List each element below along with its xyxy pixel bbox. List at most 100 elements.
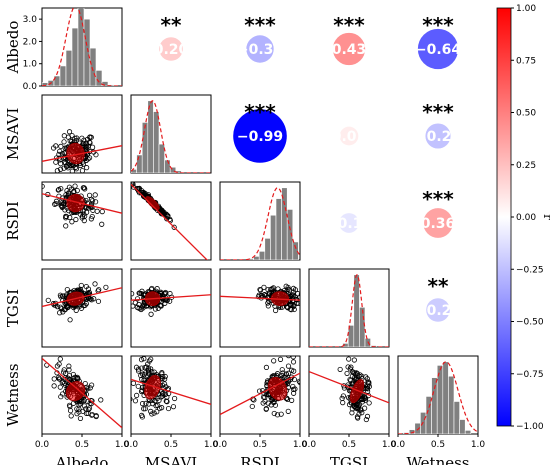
hist-bar <box>264 238 271 260</box>
scatter-point <box>57 356 63 362</box>
scatter-point <box>284 351 288 355</box>
scatter-point <box>99 221 105 227</box>
regression-line <box>309 370 389 404</box>
panel-rsdi-albedo: RSDI <box>4 181 123 261</box>
scatter-rsdi-vs-msavi <box>131 182 209 260</box>
significance-stars-3-4: ** <box>428 274 449 298</box>
scatter-point <box>299 303 300 307</box>
panel-wetness-msavi: 0.0 0.5 1.0 MSAVI <box>124 355 218 465</box>
histogram-rsdi <box>220 187 300 260</box>
hist-bar <box>286 209 294 260</box>
scatter-point <box>78 305 85 311</box>
y-tick-label: 2.0 <box>23 37 38 47</box>
x-tick-label: 0.5 <box>342 440 356 450</box>
scatter-point <box>87 385 93 391</box>
scatter-point <box>57 384 63 390</box>
scatter-point <box>67 214 73 221</box>
scatter-point <box>89 144 96 150</box>
scatter-point <box>64 286 70 293</box>
panel-tgsi-wetness: −0.20 ** <box>415 274 461 322</box>
scatter-point <box>291 368 297 374</box>
scatter-point <box>290 289 297 295</box>
scatter-point <box>145 367 151 373</box>
scatter-point <box>131 182 134 189</box>
scatter-point <box>58 200 64 206</box>
hist-bar <box>136 154 143 173</box>
scatter-point <box>87 134 93 140</box>
scatter-point <box>280 370 286 376</box>
corr-value-1-2: −0.99 <box>237 129 283 145</box>
corr-value-0-3: 0.43 <box>332 42 367 58</box>
scatter-point <box>83 204 89 210</box>
scatter-point <box>355 404 361 411</box>
x-tick-label: 0.0 <box>124 440 139 450</box>
scatter-point <box>87 192 93 198</box>
corr-circle-1-2 <box>233 109 287 163</box>
scatter-point <box>59 305 65 312</box>
scatter-point <box>131 380 137 386</box>
hist-bar <box>164 159 171 173</box>
scatter-point <box>91 296 97 302</box>
scatter-point <box>256 388 263 394</box>
scatter-point <box>59 379 65 386</box>
scatter-point <box>51 376 57 382</box>
scatter-point <box>86 405 93 411</box>
x-axis-label: MSAVI <box>145 454 198 465</box>
regression-line <box>42 287 122 308</box>
panel-msavi-rsdi: −0.99 *** <box>233 100 287 163</box>
panel-tgsi-albedo: TGSI <box>4 268 123 348</box>
scatter-point <box>73 166 80 172</box>
colorbar-tick-label: 0.25 <box>516 161 536 171</box>
scatter-point <box>66 184 73 190</box>
scatter-point <box>167 290 173 297</box>
scatter-point <box>135 368 142 374</box>
scatter-point <box>88 216 94 222</box>
hist-bar <box>275 198 282 260</box>
scatter-point <box>271 358 277 364</box>
panel-msavi-albedo: MSAVI <box>4 94 123 174</box>
scatter-point <box>57 148 63 154</box>
hist-bar <box>83 18 91 86</box>
x-tick-label: 0.5 <box>75 440 89 450</box>
hist-bar <box>71 27 79 86</box>
scatter-point <box>351 357 357 363</box>
scatter-point <box>75 375 81 382</box>
scatter-point <box>292 386 298 392</box>
hist-bar <box>459 419 466 434</box>
scatter-point <box>159 391 165 397</box>
scatter-point <box>285 286 291 292</box>
scatter-point <box>262 394 268 401</box>
scatter-point <box>162 373 168 380</box>
scatter-point <box>73 216 79 223</box>
scatter-point <box>300 296 304 300</box>
scatter-point <box>84 165 90 171</box>
scatter-point <box>74 135 80 141</box>
corr-value-0-1: 0.20 <box>154 42 189 58</box>
x-tick-label: 0.5 <box>431 440 445 450</box>
scatter-point <box>164 212 170 218</box>
hist-bar <box>448 375 455 434</box>
corr-circle-2-4 <box>423 208 453 238</box>
scatter-point <box>279 373 285 379</box>
significance-stars-2-4: *** <box>422 187 454 211</box>
histogram-msavi <box>131 100 211 173</box>
corr-value-1-3: 0.07 <box>332 129 367 145</box>
significance-stars-1-4: *** <box>422 100 454 124</box>
scatter-point <box>76 409 82 415</box>
scatter-point <box>283 371 289 377</box>
scatter-point <box>304 379 308 383</box>
hist-bar <box>89 47 97 86</box>
hist-bar <box>158 143 165 173</box>
corr-value-0-2: −0.30 <box>237 42 284 58</box>
scatter-point <box>301 383 305 387</box>
scatter-point <box>363 385 369 391</box>
scatter-point <box>146 370 152 376</box>
corr-value-2-4: 0.36 <box>421 216 456 232</box>
scatter-point <box>158 289 164 295</box>
scatter-point <box>347 377 353 383</box>
scatter-point <box>77 286 84 292</box>
scatter-point <box>265 303 271 309</box>
scatter-point <box>155 402 161 408</box>
scatter-point <box>57 310 63 316</box>
corr-circle-1-3 <box>339 126 359 146</box>
